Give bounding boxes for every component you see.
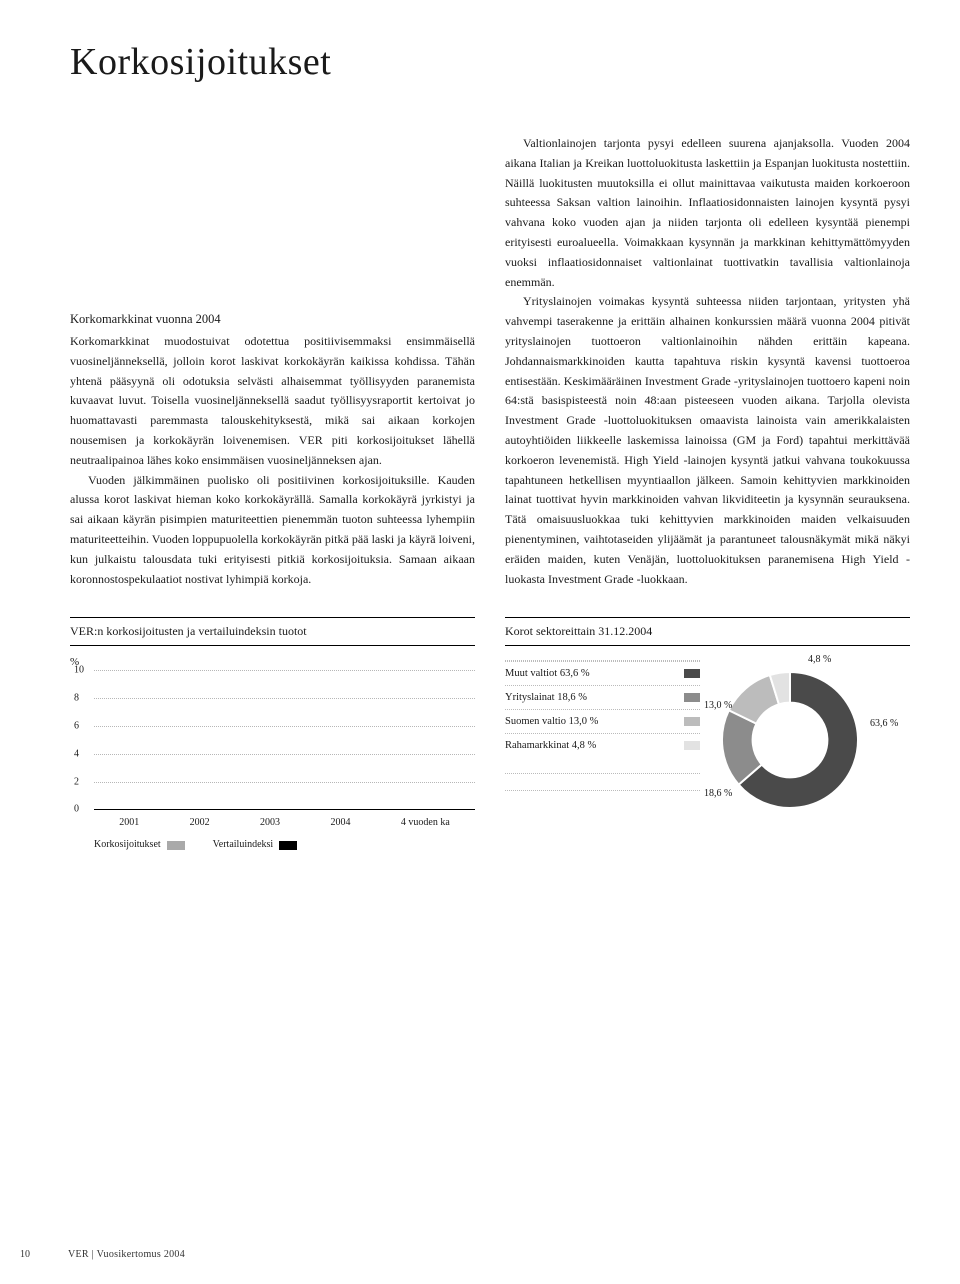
left-column: Korkomarkkinat vuonna 2004 Korkomarkkina… xyxy=(70,134,475,589)
donut-svg xyxy=(710,660,870,820)
left-p2: Vuoden jälkimmäinen puolisko oli positii… xyxy=(70,471,475,590)
bar-legend: Korkosijoitukset Vertailuindeksi xyxy=(94,839,297,850)
donut-legend-label: Rahamarkkinat 4,8 % xyxy=(505,740,596,751)
bar-xtick: 2004 xyxy=(330,817,350,828)
legend-swatch xyxy=(684,741,700,750)
body-columns: Korkomarkkinat vuonna 2004 Korkomarkkina… xyxy=(70,134,910,589)
donut-callout: 4,8 % xyxy=(808,654,831,665)
bar-ytick: 10 xyxy=(74,665,84,676)
bar-xtick: 2003 xyxy=(260,817,280,828)
page-number: 10 xyxy=(0,1249,50,1260)
donut-legend-label: Muut valtiot 63,6 % xyxy=(505,668,590,679)
legend-swatch xyxy=(279,841,297,850)
donut-layout: Muut valtiot 63,6 % Yrityslainat 18,6 % Su… xyxy=(505,660,910,860)
bar-ytick: 2 xyxy=(74,776,79,787)
legend-swatch xyxy=(684,717,700,726)
donut-callout: 63,6 % xyxy=(870,718,898,729)
donut-legend-row: Muut valtiot 63,6 % xyxy=(505,661,700,685)
bar-chart-block: VER:n korkosijoitusten ja vertailuindeks… xyxy=(70,617,475,860)
bar-legend-item: Korkosijoitukset xyxy=(94,839,185,850)
footer-text: VER | Vuosikertomus 2004 xyxy=(68,1249,185,1260)
donut-callout: 13,0 % xyxy=(704,700,732,711)
donut-legend-row: Suomen valtio 13,0 % xyxy=(505,709,700,733)
bar-chart-title: VER:n korkosijoitusten ja vertailuindeks… xyxy=(70,617,475,646)
bar-legend-item: Vertailuindeksi xyxy=(213,839,298,850)
legend-swatch xyxy=(167,841,185,850)
bar-chart: % 0246810 20012002200320044 vuoden ka Ko… xyxy=(70,660,475,850)
donut-legend-row: Yrityslainat 18,6 % xyxy=(505,685,700,709)
bar-groups xyxy=(94,670,475,809)
legend-swatch xyxy=(684,669,700,678)
bar-ytick: 6 xyxy=(74,720,79,731)
left-subheading: Korkomarkkinat vuonna 2004 xyxy=(70,309,475,330)
donut-chart-block: Korot sektoreittain 31.12.2004 Muut valt… xyxy=(505,617,910,860)
bar-xtick: 2001 xyxy=(119,817,139,828)
bar-xaxis: 2001 2002 2003 2004 4 vuoden ka xyxy=(94,817,475,828)
donut-legend-row: Rahamarkkinat 4,8 % xyxy=(505,733,700,757)
bar-ytick: 0 xyxy=(74,804,79,815)
donut-legend-label: Yrityslainat 18,6 % xyxy=(505,692,587,703)
page-footer: 10 VER | Vuosikertomus 2004 xyxy=(0,1249,185,1260)
donut-legend-label: Suomen valtio 13,0 % xyxy=(505,716,598,727)
bar-xtick: 4 vuoden ka xyxy=(401,817,450,828)
donut-wrap: 63,6 %18,6 %13,0 %4,8 % xyxy=(710,660,910,860)
bar-ytick: 4 xyxy=(74,748,79,759)
right-p1: Valtionlainojen tarjonta pysyi edelleen … xyxy=(505,134,910,292)
donut-callout: 18,6 % xyxy=(704,788,732,799)
bar-plot-area: 0246810 xyxy=(94,670,475,810)
bar-ytick: 8 xyxy=(74,693,79,704)
legend-swatch xyxy=(684,693,700,702)
right-column: Valtionlainojen tarjonta pysyi edelleen … xyxy=(505,134,910,589)
right-p2: Yrityslainojen voimakas kysyntä suhteess… xyxy=(505,292,910,589)
page-title: Korkosijoitukset xyxy=(70,40,910,84)
donut-chart-title: Korot sektoreittain 31.12.2004 xyxy=(505,617,910,646)
bar-xtick: 2002 xyxy=(190,817,210,828)
left-p1: Korkomarkkinat muodostuivat odotettua po… xyxy=(70,332,475,471)
charts-row: VER:n korkosijoitusten ja vertailuindeks… xyxy=(70,617,910,860)
donut-legend: Muut valtiot 63,6 % Yrityslainat 18,6 % Su… xyxy=(505,660,700,791)
